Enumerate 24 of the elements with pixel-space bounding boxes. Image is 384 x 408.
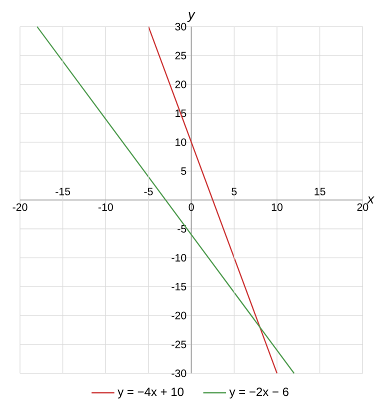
y-tick-label: -15 (172, 282, 186, 290)
x-tick-label: 0 (188, 203, 194, 211)
y-tick-label: 5 (181, 167, 186, 175)
x-tick-label: 10 (272, 203, 283, 211)
x2-tick-label: 15 (314, 188, 326, 196)
x2-tick-label: -5 (144, 188, 153, 196)
y-tick-label: 10 (176, 138, 186, 146)
x-axis-title: x (366, 196, 374, 204)
y-tick-label: -25 (172, 340, 186, 348)
y-axis-title: y (187, 12, 196, 22)
x2-tick-label: -15 (56, 188, 70, 196)
y-tick-label: -20 (172, 312, 186, 320)
x-tick-label: 20 (357, 203, 368, 211)
x-tick-label: -10 (98, 203, 113, 211)
y-tick-label: -10 (172, 254, 186, 262)
x-tick-label: -20 (12, 203, 28, 211)
legend-label: y = −2x − 6 (229, 388, 288, 398)
y-tick-label: 20 (175, 80, 186, 88)
y-tick-label: 30 (175, 22, 186, 30)
y-tick-label: -5 (178, 225, 186, 233)
x2-tick-label: 5 (232, 188, 237, 196)
legend-label: y = −4x + 10 (118, 388, 184, 398)
y-tick-label: -30 (172, 370, 186, 378)
y-tick-label: 25 (175, 52, 186, 60)
